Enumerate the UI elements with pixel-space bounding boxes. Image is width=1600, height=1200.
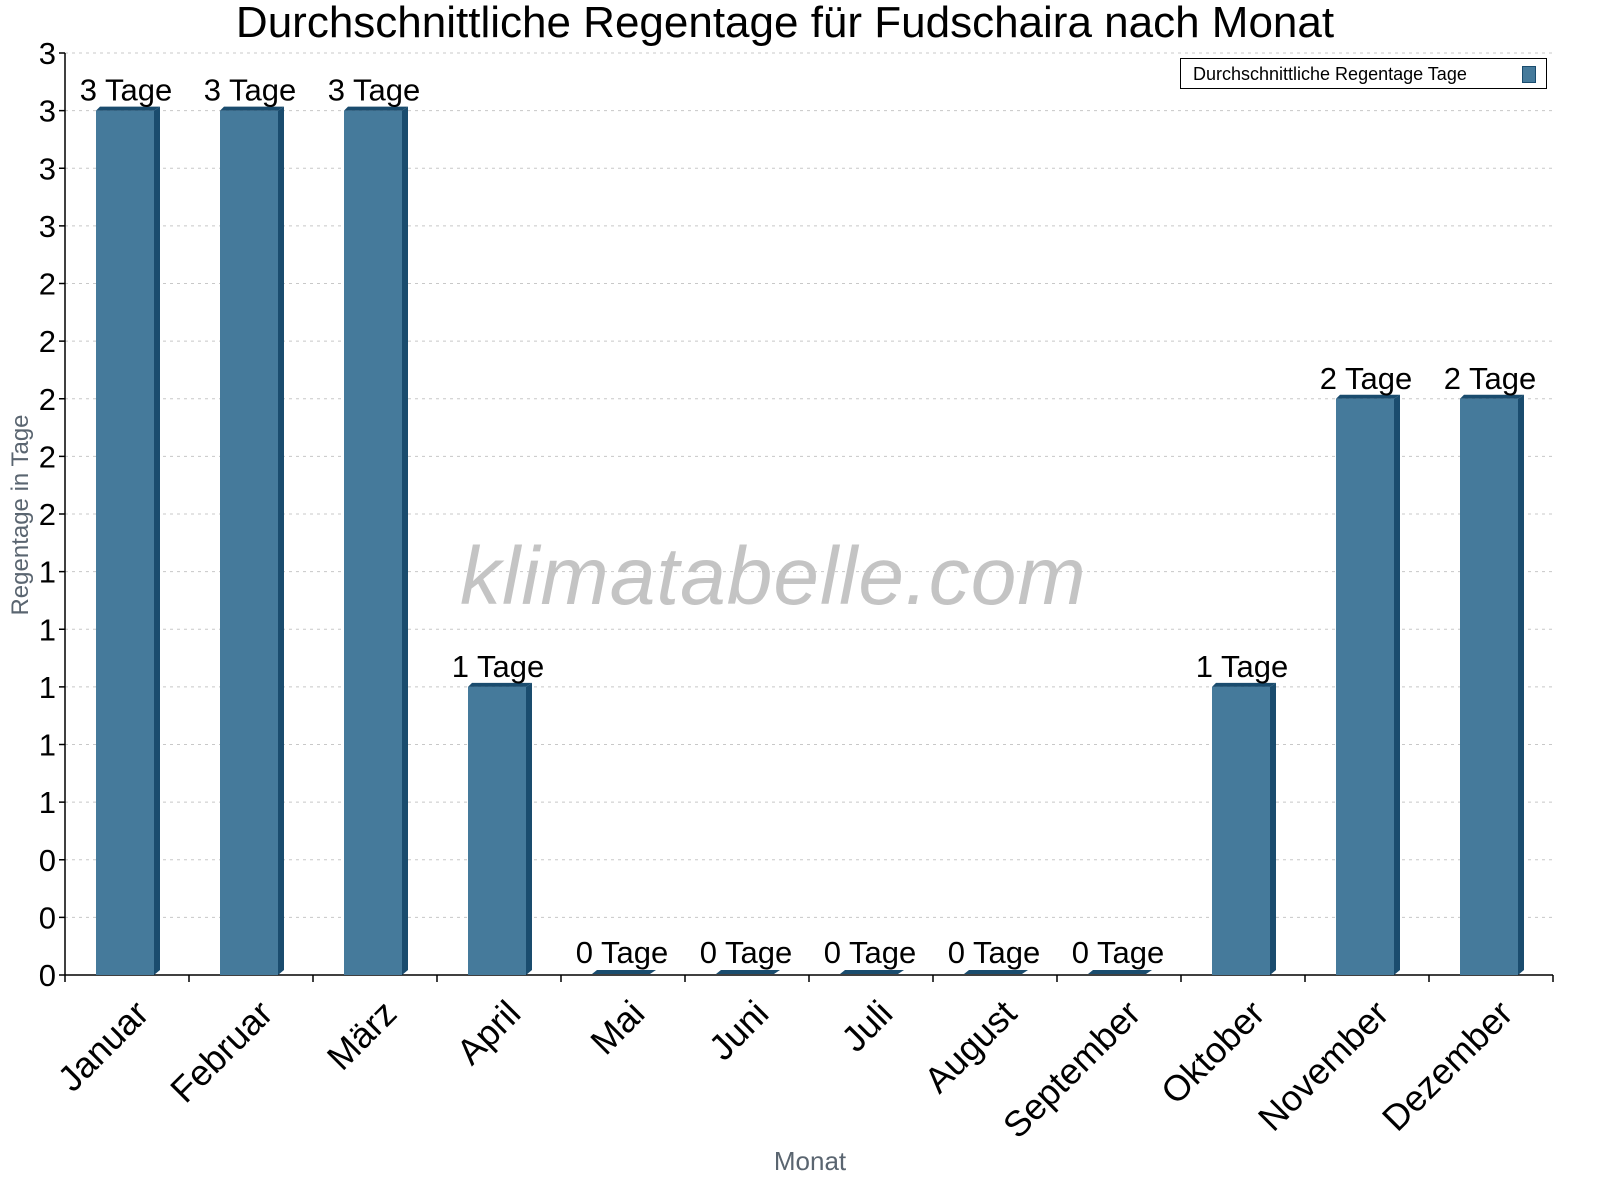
data-label: 0 Tage — [948, 935, 1041, 970]
bar-juni — [716, 970, 780, 974]
y-tick-label: 1 — [39, 785, 56, 820]
x-tick-label: Januar — [50, 992, 157, 1099]
x-tick-label: Juni — [701, 992, 777, 1068]
y-tick-label: 2 — [39, 382, 56, 417]
y-tick-label: 2 — [39, 439, 56, 474]
bar-februar — [220, 106, 284, 975]
bar-august — [964, 970, 1028, 974]
bar-dezember — [1460, 394, 1524, 975]
y-tick-label: 0 — [39, 843, 56, 878]
y-tick-label: 0 — [39, 900, 56, 935]
bar-april — [468, 682, 532, 975]
data-label: 2 Tage — [1320, 361, 1413, 396]
bar-januar — [96, 106, 160, 975]
data-label: 0 Tage — [576, 935, 669, 970]
legend-swatch-icon — [1522, 66, 1536, 83]
data-label: 1 Tage — [452, 649, 545, 684]
bar-mai — [592, 970, 656, 974]
axes — [59, 52, 1554, 982]
y-tick-label: 3 — [39, 36, 56, 71]
chart-title: Durchschnittliche Regentage für Fudschai… — [235, 0, 1335, 47]
x-axis-title: Monat — [773, 1146, 847, 1176]
x-tick-label: Dezember — [1374, 992, 1520, 1138]
y-tick-label: 2 — [39, 267, 56, 302]
gridlines — [65, 52, 1553, 918]
bar-november — [1336, 394, 1400, 975]
data-label: 3 Tage — [328, 73, 421, 108]
bar-märz — [344, 106, 408, 975]
y-tick-label: 1 — [39, 555, 56, 590]
bars — [96, 106, 1524, 975]
bar-oktober — [1212, 682, 1276, 975]
bar-juli — [840, 970, 904, 974]
y-tick-label: 3 — [39, 209, 56, 244]
y-tick-label: 2 — [39, 324, 56, 359]
x-tick-label: April — [448, 992, 528, 1072]
legend-label: Durchschnittliche Regentage Tage — [1193, 64, 1467, 84]
x-tick-label: Februar — [162, 992, 280, 1110]
x-tick-label: Oktober — [1153, 992, 1273, 1112]
y-tick-label: 3 — [39, 151, 56, 186]
y-tick-label: 2 — [39, 497, 56, 532]
y-tick-label: 3 — [39, 94, 56, 129]
data-label: 0 Tage — [824, 935, 917, 970]
x-tick-label: August — [916, 992, 1024, 1100]
x-tick-label: November — [1250, 992, 1396, 1138]
y-tick-label: 1 — [39, 728, 56, 763]
data-label: 3 Tage — [80, 73, 173, 108]
y-tick-label: 0 — [39, 958, 56, 993]
data-label: 2 Tage — [1444, 361, 1537, 396]
legend: Durchschnittliche Regentage Tage — [1180, 58, 1547, 89]
y-tick-label: 1 — [39, 670, 56, 705]
data-label: 0 Tage — [1072, 935, 1165, 970]
bar-september — [1088, 970, 1152, 974]
x-tick-label: Mai — [582, 992, 652, 1062]
y-tick-label: 1 — [39, 612, 56, 647]
data-label: 3 Tage — [204, 73, 297, 108]
data-label: 0 Tage — [700, 935, 793, 970]
x-tick-label: Juli — [833, 992, 900, 1059]
watermark: klimatabelle.com — [460, 531, 1087, 622]
data-label: 1 Tage — [1196, 649, 1289, 684]
x-tick-label: März — [319, 992, 405, 1078]
